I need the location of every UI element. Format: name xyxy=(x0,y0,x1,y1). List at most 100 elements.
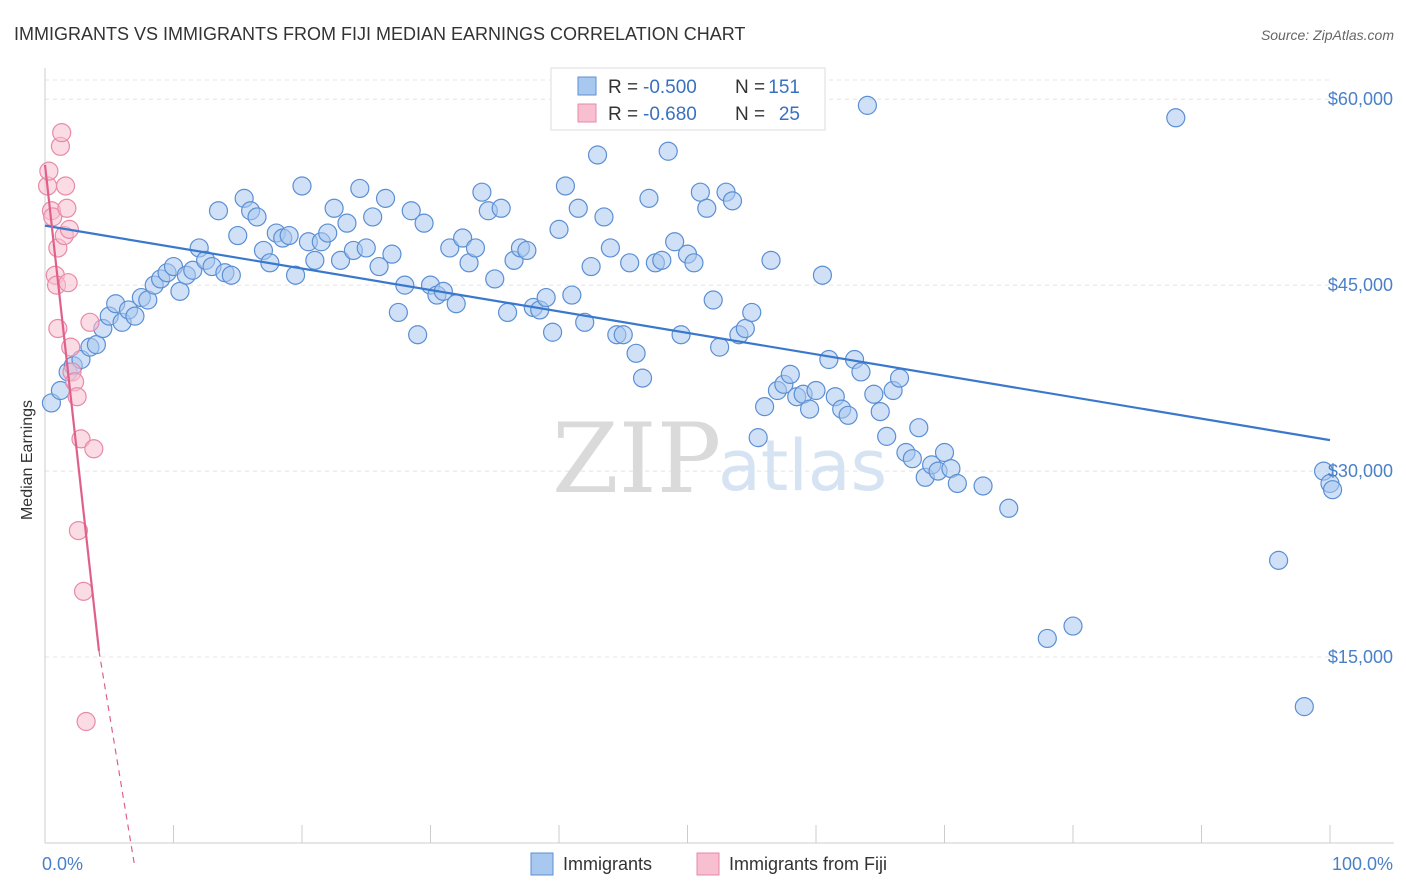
point-0-150 xyxy=(1322,480,1343,500)
point-0-102 xyxy=(703,290,723,310)
point-0-111 xyxy=(761,250,781,270)
point-0-128 xyxy=(870,401,890,422)
point-0-109 xyxy=(748,428,768,448)
point-0-69 xyxy=(491,198,511,218)
watermark-atlas: atlas xyxy=(718,425,887,507)
point-0-99 xyxy=(684,253,704,273)
point-0-146 xyxy=(1268,550,1289,570)
x-tick-label-max: 100.0% xyxy=(1332,854,1393,874)
series-legend-label-1: Immigrants from Fiji xyxy=(729,854,887,874)
point-0-144 xyxy=(1063,616,1083,636)
x-tick-labels: 0.0% 100.0% xyxy=(42,854,1393,874)
point-0-117 xyxy=(799,399,820,419)
point-0-47 xyxy=(350,178,370,199)
y-tick-label-0: $15,000 xyxy=(1328,647,1393,667)
point-0-103 xyxy=(710,337,730,357)
point-0-38 xyxy=(292,176,312,196)
point-0-49 xyxy=(363,207,383,227)
series-legend-swatch-0 xyxy=(530,852,554,876)
y-tick-label-2: $45,000 xyxy=(1328,275,1393,295)
point-0-129 xyxy=(877,426,897,446)
point-0-81 xyxy=(568,198,588,218)
point-1-11 xyxy=(57,198,77,218)
point-0-56 xyxy=(408,325,428,345)
point-1-23 xyxy=(84,439,104,459)
point-0-80 xyxy=(562,285,582,305)
point-0-131 xyxy=(889,368,910,388)
point-1-17 xyxy=(67,387,87,407)
point-0-53 xyxy=(388,302,408,323)
point-0-61 xyxy=(440,238,460,258)
watermark: ZIP atlas xyxy=(552,403,887,515)
point-0-42 xyxy=(318,223,338,243)
point-0-110 xyxy=(754,397,775,417)
point-0-50 xyxy=(369,256,389,277)
point-1-22 xyxy=(80,312,100,332)
point-0-77 xyxy=(542,322,563,342)
axes xyxy=(44,68,1394,844)
point-0-133 xyxy=(902,449,922,469)
point-0-138 xyxy=(934,442,955,463)
legend-n-label-1: N = xyxy=(735,104,765,125)
point-0-126 xyxy=(857,95,878,115)
series-legend: Immigrants Immigrants from Fiji xyxy=(530,852,887,876)
point-0-51 xyxy=(375,188,396,208)
point-0-52 xyxy=(382,244,402,264)
point-0-134 xyxy=(909,418,929,438)
point-0-84 xyxy=(587,145,608,165)
point-0-44 xyxy=(330,250,351,270)
point-1-8 xyxy=(52,123,72,143)
point-0-127 xyxy=(864,384,884,404)
point-0-6 xyxy=(86,335,107,355)
point-0-40 xyxy=(305,250,325,270)
point-1-21 xyxy=(76,711,96,732)
series-legend-swatch-1 xyxy=(696,852,720,876)
point-0-88 xyxy=(613,325,633,345)
point-0-92 xyxy=(639,188,659,208)
point-0-83 xyxy=(581,256,601,277)
point-0-143 xyxy=(1037,628,1057,649)
point-0-70 xyxy=(498,302,518,323)
point-0-36 xyxy=(279,225,299,246)
point-0-78 xyxy=(549,219,569,239)
legend-r-label-1: R = xyxy=(608,104,638,125)
stats-legend: R = -0.500 N = 151 R = -0.680 N = 25 xyxy=(550,67,826,131)
point-1-10 xyxy=(55,176,76,196)
trend-line-1 xyxy=(43,164,101,651)
trend-line-dashed-1 xyxy=(98,650,136,868)
series-0-points xyxy=(41,95,1343,717)
point-0-119 xyxy=(812,265,833,285)
point-1-1 xyxy=(39,161,59,181)
point-0-140 xyxy=(947,473,967,494)
point-0-65 xyxy=(465,238,486,258)
y-tick-label-1: $30,000 xyxy=(1328,461,1393,481)
point-0-145 xyxy=(1166,108,1186,128)
trend-lines xyxy=(43,164,1331,868)
y-axis-label: Median Earnings xyxy=(19,400,36,520)
point-0-68 xyxy=(485,269,505,289)
point-0-142 xyxy=(999,498,1019,518)
point-0-27 xyxy=(221,265,241,285)
stats-legend-box xyxy=(550,67,826,131)
point-0-101 xyxy=(697,198,717,218)
data-points xyxy=(37,95,1343,732)
point-0-73 xyxy=(517,240,537,261)
legend-swatch-1 xyxy=(577,103,597,123)
point-0-141 xyxy=(973,476,993,496)
watermark-zip: ZIP xyxy=(552,403,721,515)
point-0-107 xyxy=(735,318,755,339)
legend-r-value-1: -0.680 xyxy=(643,104,697,125)
point-0-91 xyxy=(632,368,653,388)
point-0-48 xyxy=(356,238,376,258)
point-0-95 xyxy=(658,141,678,161)
point-0-105 xyxy=(722,191,743,211)
grid-lines xyxy=(45,79,1330,658)
legend-r-value-0: -0.500 xyxy=(643,77,697,98)
point-0-62 xyxy=(446,294,466,314)
point-1-20 xyxy=(73,581,94,601)
point-0-55 xyxy=(401,201,421,221)
y-tick-label-3: $60,000 xyxy=(1328,89,1393,109)
point-0-108 xyxy=(742,302,762,323)
point-0-19 xyxy=(170,281,190,301)
point-0-89 xyxy=(620,253,640,273)
